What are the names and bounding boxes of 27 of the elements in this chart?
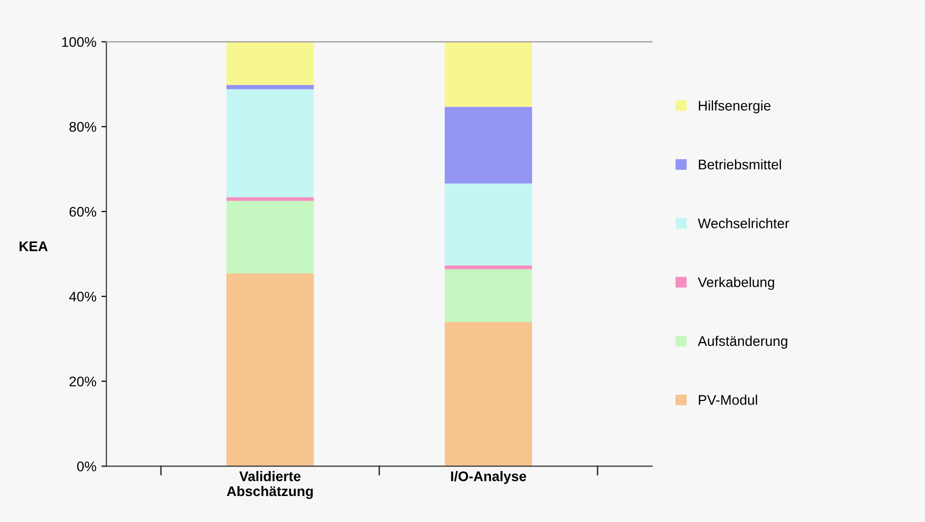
legend-label: Aufständerung <box>698 336 788 349</box>
bar <box>226 273 314 466</box>
bar <box>444 269 532 322</box>
y-tick-label: 20% <box>70 376 96 386</box>
bar <box>444 42 532 107</box>
bar <box>444 322 532 466</box>
bar <box>226 85 314 90</box>
x-tick-label: I/O-Analyse <box>451 471 526 484</box>
legend-label: PV-Modul <box>698 394 758 405</box>
legend-label: Wechselrichter <box>698 218 790 228</box>
legend-label: Verkabelung <box>698 276 774 290</box>
y-tick-label: 100% <box>62 37 96 47</box>
y-tick-label: 0% <box>77 461 96 472</box>
y-tick-label: 60% <box>70 206 96 217</box>
y-tick-label: 80% <box>69 122 96 132</box>
bar <box>444 265 532 270</box>
y-axis-title: KEA <box>20 242 48 252</box>
bar <box>226 200 314 274</box>
bar <box>226 42 314 86</box>
bar <box>226 89 314 198</box>
bar <box>226 197 314 201</box>
x-tick-label: Validierte Abschätzung <box>226 471 313 499</box>
bar <box>444 106 532 184</box>
legend-label: Betriebsmittel <box>698 159 781 170</box>
y-tick-label: 40% <box>69 292 96 302</box>
bar <box>444 184 532 266</box>
legend-label: Hilfsenergie <box>698 100 770 114</box>
